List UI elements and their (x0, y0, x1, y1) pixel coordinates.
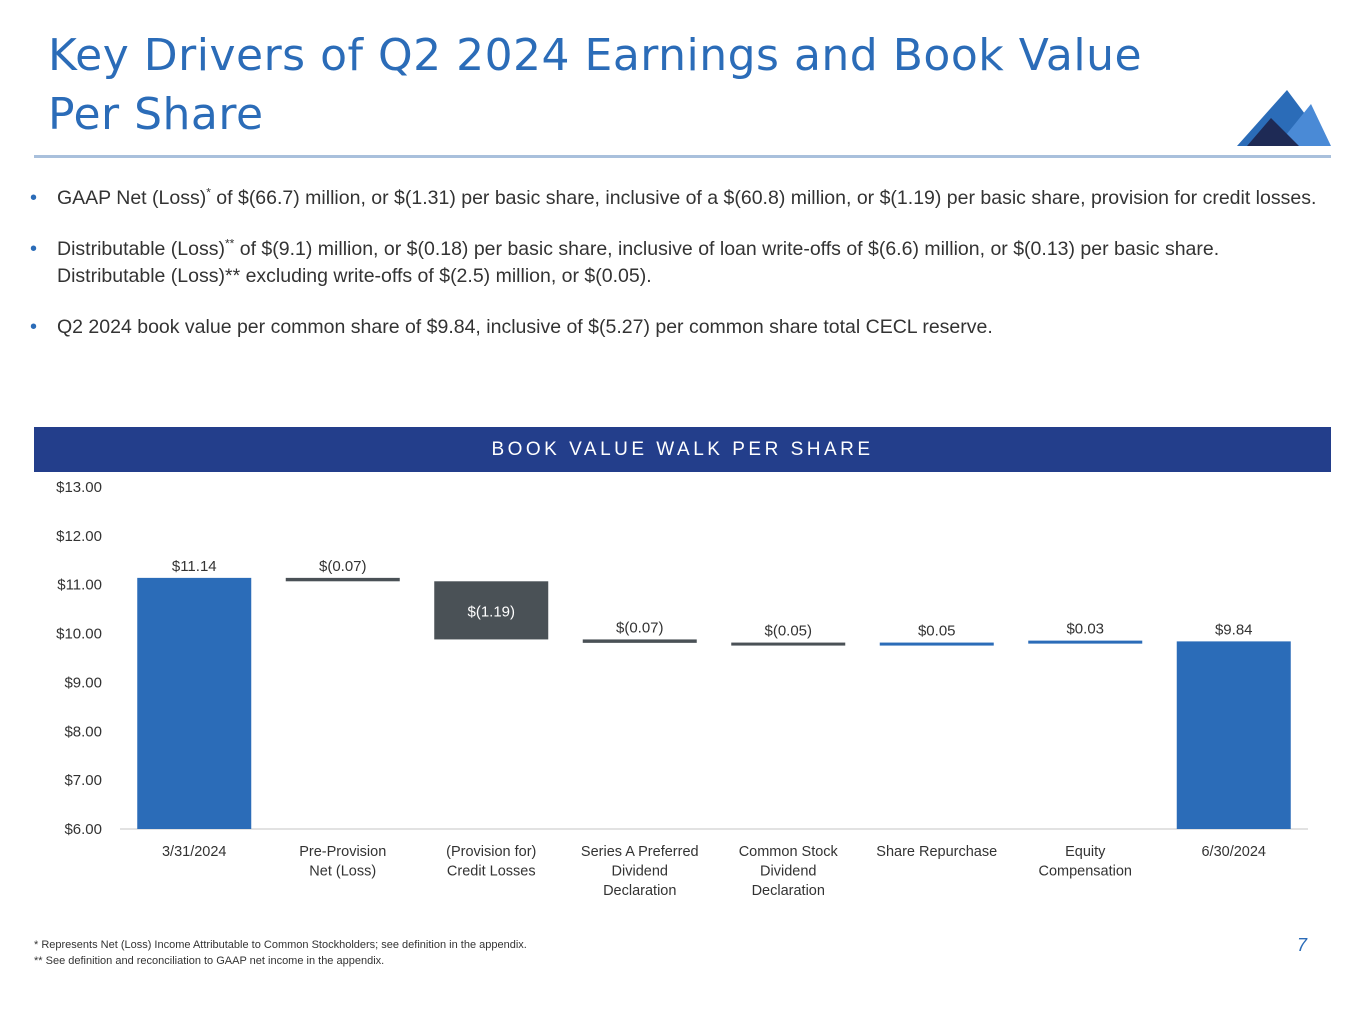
chart-title: BOOK VALUE WALK PER SHARE (34, 427, 1331, 472)
x-category-label: Equity (1065, 844, 1106, 860)
y-tick-label: $7.00 (64, 772, 102, 789)
bullet-distributable-loss: • Distributable (Loss)** of $(9.1) millio… (30, 236, 1330, 290)
x-category-label: Declaration (752, 883, 825, 899)
y-tick-label: $12.00 (56, 528, 102, 545)
page-title: Key Drivers of Q2 2024 Earnings and Book… (48, 30, 1143, 140)
chart-bar (285, 577, 400, 582)
x-category-label: (Provision for) (446, 844, 536, 860)
data-label: $11.14 (172, 558, 217, 575)
y-tick-label: $13.00 (56, 479, 102, 496)
x-category-label: Share Repurchase (876, 844, 997, 860)
data-label: $(1.19) (467, 603, 515, 620)
bullet-marker: • (30, 238, 38, 260)
mountain-logo-icon (1237, 90, 1331, 146)
chart-bar (582, 639, 697, 643)
bullet-book-value: • Q2 2024 book value per common share of … (30, 314, 1330, 341)
x-category-label: 3/31/2024 (162, 844, 227, 860)
chart-bar (1028, 640, 1143, 644)
y-tick-label: $9.00 (64, 674, 102, 691)
bullet-text: Q2 2024 book value per common share of $… (57, 316, 993, 338)
y-tick-label: $11.00 (57, 577, 102, 594)
bullet-marker: • (30, 187, 38, 209)
title-divider (34, 155, 1331, 158)
footnote: ** See definition and reconciliation to … (34, 955, 385, 967)
x-category-label: Credit Losses (447, 864, 536, 880)
x-category-label: Declaration (603, 883, 676, 899)
data-label: $(0.07) (616, 619, 664, 636)
page-number: 7 (1296, 935, 1307, 955)
footnote-marker: * (206, 185, 211, 200)
footnotes: * Represents Net (Loss) Income Attributa… (34, 937, 527, 969)
chart-bar (731, 642, 846, 646)
data-label: $0.05 (918, 623, 956, 640)
x-category-label: Compensation (1039, 864, 1133, 880)
chart-bar (137, 577, 252, 829)
data-label: $9.84 (1215, 621, 1253, 638)
book-value-walk-chart: $6.00 $7.00 $8.00 $9.00 $10.00 $11.00 $12.00 $1… (56, 479, 1308, 899)
chart-bar (1176, 641, 1291, 829)
bullet-list: • GAAP Net (Loss)* of $(66.7) million, or… (30, 185, 1330, 365)
x-category-label: Pre-Provision (299, 844, 386, 860)
y-tick-label: $10.00 (56, 626, 102, 643)
x-category-label: Dividend (760, 864, 816, 880)
x-category-label: 6/30/2024 (1201, 844, 1266, 860)
bullet-gaap-net-loss: • GAAP Net (Loss)* of $(66.7) million, or… (30, 185, 1330, 212)
x-category-label: Common Stock (739, 844, 839, 860)
chart-bar (879, 642, 994, 646)
x-category-label: Series A Preferred (581, 844, 699, 860)
bullet-text: of $(9.1) million, or $(0.18) per basic … (57, 238, 1220, 287)
chart-bar (434, 581, 549, 640)
y-tick-label: $8.00 (64, 723, 102, 740)
bullet-marker: • (30, 316, 38, 338)
bullet-text: of $(66.7) million, or $(1.31) per basic… (210, 187, 1317, 209)
x-category-label: Net (Loss) (309, 864, 376, 880)
y-tick-label: $6.00 (64, 821, 102, 838)
bullet-text: Distributable (Loss) (57, 238, 225, 260)
bullet-text: GAAP Net (Loss) (57, 187, 207, 209)
data-label: $0.03 (1066, 621, 1104, 638)
footnote: * Represents Net (Loss) Income Attributa… (34, 939, 527, 951)
footnote-marker: ** (224, 236, 235, 251)
x-category-label: Dividend (612, 864, 668, 880)
data-label: $(0.07) (319, 558, 367, 575)
data-label: $(0.05) (764, 623, 812, 640)
